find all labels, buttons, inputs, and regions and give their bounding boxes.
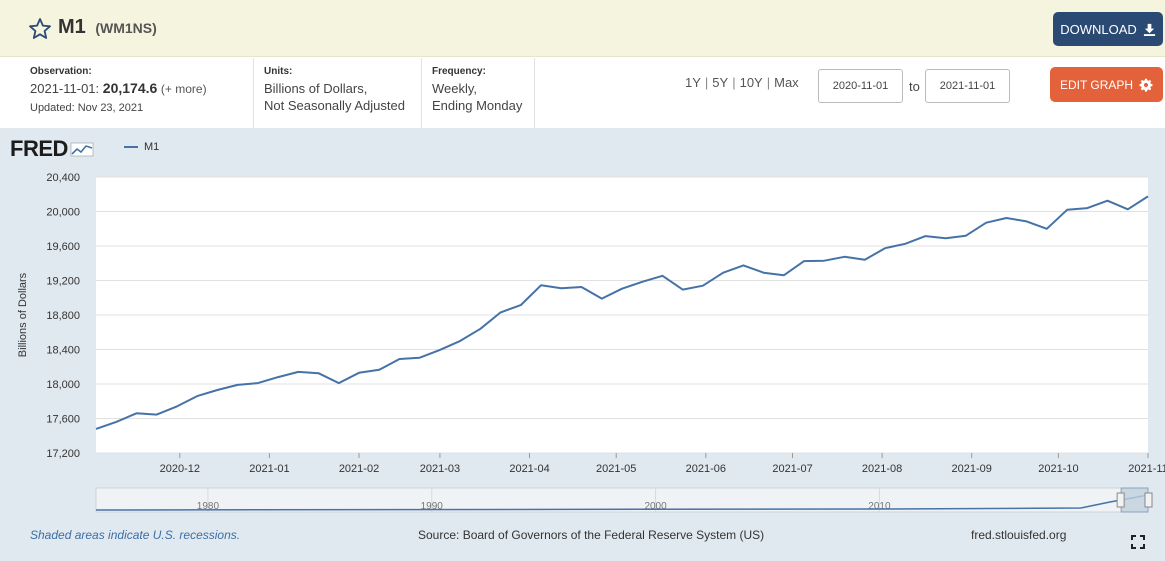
x-tick-label: 2021-07 xyxy=(772,463,812,475)
source-note: Source: Board of Governors of the Federa… xyxy=(418,528,765,542)
observation-line: 2021-11-01: 20,174.6 (+ more) xyxy=(30,80,253,98)
frequency-block: Frequency: Weekly, Ending Monday xyxy=(422,58,535,128)
x-tick-label: 2021-10 xyxy=(1038,463,1078,475)
x-tick-label: 2021-04 xyxy=(509,463,549,475)
x-tick-label: 2021-02 xyxy=(339,463,379,475)
units-line1: Billions of Dollars, xyxy=(264,81,368,96)
updated-date: Updated: Nov 23, 2021 xyxy=(30,102,144,114)
frequency-label: Frequency: xyxy=(432,66,486,77)
gear-icon xyxy=(1139,78,1153,92)
observation-label: Observation: xyxy=(30,66,92,77)
units-block: Units: Billions of Dollars, Not Seasonal… xyxy=(254,58,422,128)
y-tick-label: 18,800 xyxy=(46,310,80,322)
y-tick-label: 17,600 xyxy=(46,414,80,426)
fred-logo: FRED xyxy=(10,136,94,162)
x-tick-label: 2021-01 xyxy=(249,463,289,475)
navigator-label: 1980 xyxy=(197,501,220,512)
y-tick-label: 20,000 xyxy=(46,207,80,219)
x-tick-label: 2021-11 xyxy=(1128,463,1165,475)
series-line-m1 xyxy=(95,195,1149,430)
download-button[interactable]: DOWNLOAD xyxy=(1053,12,1163,46)
x-tick-label: 2021-06 xyxy=(686,463,726,475)
navigator-handle-right xyxy=(1144,492,1153,508)
range-separator: | xyxy=(766,75,771,90)
edit-graph-label: EDIT GRAPH xyxy=(1059,77,1134,92)
frequency-line1: Weekly, xyxy=(432,81,478,96)
y-tick-label: 19,200 xyxy=(46,276,80,288)
download-label: DOWNLOAD xyxy=(1060,21,1137,37)
legend-label: M1 xyxy=(144,141,160,153)
y-tick-label: 19,600 xyxy=(46,241,80,253)
range-selector: 1Y | 5Y | 10Y | Max xyxy=(685,75,799,90)
range-separator: | xyxy=(704,75,709,90)
observation-block: Observation: 2021-11-01: 20,174.6 (+ mor… xyxy=(30,58,254,128)
x-tick-label: 2021-05 xyxy=(596,463,636,475)
range-1y[interactable]: 1Y xyxy=(685,75,701,90)
observation-value: 20,174.6 xyxy=(102,80,158,96)
x-tick-label: 2021-09 xyxy=(952,463,992,475)
expand-icon[interactable] xyxy=(1131,535,1145,549)
fred-logo-graph-icon xyxy=(70,142,94,157)
y-tick-label: 18,000 xyxy=(46,379,80,391)
x-tick-label: 2020-12 xyxy=(160,463,200,475)
star-icon[interactable] xyxy=(28,17,52,41)
navigator-label: 2000 xyxy=(644,501,667,512)
site-link[interactable]: fred.stlouisfed.org xyxy=(971,528,1067,542)
to-label: to xyxy=(909,79,920,94)
y-tick-label: 17,200 xyxy=(46,448,80,460)
range-5y[interactable]: 5Y xyxy=(712,75,729,90)
series-header: M1 (WM1NS) DOWNLOAD xyxy=(0,0,1165,57)
range-10y[interactable]: 10Y xyxy=(739,75,763,90)
y-tick-label: 18,400 xyxy=(46,345,80,357)
fred-logo-text: FRED xyxy=(10,136,68,161)
observation-date: 2021-11-01: xyxy=(30,81,100,96)
legend-swatch xyxy=(124,146,138,148)
navigator-handle-left xyxy=(1116,492,1125,508)
frequency-line2: Ending Monday xyxy=(432,98,523,113)
recession-note: Shaded areas indicate U.S. recessions. xyxy=(30,528,241,542)
download-icon xyxy=(1143,23,1155,36)
navigator-selection xyxy=(1120,487,1149,513)
series-code: (WM1NS) xyxy=(95,20,157,36)
range-separator: | xyxy=(732,75,736,90)
start-date-input[interactable]: 2020-11-01 xyxy=(818,69,903,103)
chart-legend: M1 xyxy=(124,141,159,153)
y-axis-label: Billions of Dollars xyxy=(17,272,29,357)
range-max[interactable]: Max xyxy=(774,75,799,90)
y-tick-label: 20,400 xyxy=(46,172,80,184)
units-label: Units: xyxy=(264,66,293,77)
series-name: M1 xyxy=(58,16,86,38)
chart-svg: 17,200 17,600 18,000 18,400 18,800 19,200 19,6… xyxy=(17,172,1165,513)
x-tick-label: 2021-03 xyxy=(420,463,460,475)
end-date-input[interactable]: 2021-11-01 xyxy=(925,69,1010,103)
series-title: M1 (WM1NS) xyxy=(58,16,157,39)
x-tick-label: 2021-08 xyxy=(862,463,902,475)
units-line2: Not Seasonally Adjusted xyxy=(264,98,405,113)
observation-more-link[interactable]: (+ more) xyxy=(160,82,207,96)
navigator-label: 1990 xyxy=(421,501,444,512)
navigator-label: 2010 xyxy=(868,501,891,512)
edit-graph-button[interactable]: EDIT GRAPH xyxy=(1050,67,1163,102)
